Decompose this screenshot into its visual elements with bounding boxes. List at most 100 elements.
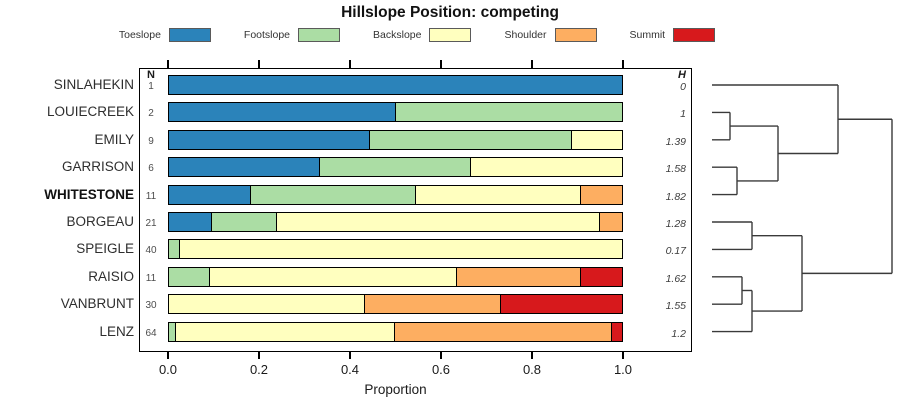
bar-segment-shoulder bbox=[395, 322, 613, 341]
row-h-value: 0.17 bbox=[665, 245, 686, 258]
stacked-bar bbox=[168, 212, 623, 232]
bar-segment-backslope bbox=[571, 130, 622, 149]
row-h-value: 0 bbox=[680, 81, 686, 93]
row-label: WHITESTONE bbox=[44, 186, 134, 202]
row-label: EMILY bbox=[94, 131, 134, 147]
stacked-bar bbox=[168, 266, 623, 287]
row-h-value: 1.28 bbox=[665, 218, 686, 230]
x-tick-label: 1.0 bbox=[613, 362, 633, 377]
row-n-value: 6 bbox=[148, 163, 154, 175]
x-tick-label: 0.4 bbox=[340, 362, 360, 377]
stacked-bar bbox=[168, 294, 623, 315]
bar-segment-backslope bbox=[180, 240, 622, 259]
bar-segment-shoulder bbox=[365, 295, 502, 314]
stacked-bar bbox=[168, 239, 623, 260]
bar-segment-toeslope bbox=[169, 185, 252, 204]
x-axis-title: Proportion bbox=[364, 382, 427, 397]
legend-label: Toeslope bbox=[118, 29, 161, 41]
legend-swatch-toeslope bbox=[168, 28, 211, 42]
bar-segment-footslope bbox=[169, 322, 177, 341]
bar-segment-footslope bbox=[212, 213, 277, 231]
row-n-value: 11 bbox=[145, 272, 157, 284]
row-n-value: 21 bbox=[145, 218, 157, 229]
row-n-value: 1 bbox=[148, 81, 154, 92]
row-h-value: 1.82 bbox=[665, 190, 686, 203]
stacked-bar bbox=[168, 102, 623, 123]
row-n-value: 30 bbox=[145, 300, 157, 312]
row-label: SINLAHEKIN bbox=[53, 77, 134, 92]
stacked-bar bbox=[168, 184, 623, 205]
top-tick bbox=[349, 60, 351, 68]
row-label: LOUIECREEK bbox=[46, 104, 134, 120]
stacked-bar bbox=[168, 75, 623, 95]
bar-segment-shoulder bbox=[580, 185, 622, 204]
cluster-dendrogram bbox=[712, 84, 893, 333]
legend-swatch-summit bbox=[673, 28, 716, 42]
n-column-header: N bbox=[147, 69, 155, 81]
row-h-value: 1.62 bbox=[665, 272, 686, 285]
row-n-value: 2 bbox=[148, 108, 154, 120]
legend-item-backslope: Backslope bbox=[373, 28, 472, 42]
bottom-tick bbox=[440, 352, 442, 359]
bar-segment-backslope bbox=[176, 322, 396, 341]
bar-segment-footslope bbox=[319, 158, 472, 177]
legend-label: Backslope bbox=[373, 29, 422, 41]
row-n-value: 9 bbox=[148, 135, 154, 147]
row-label: LENZ bbox=[99, 323, 134, 339]
bar-segment-toeslope bbox=[169, 158, 320, 177]
top-tick bbox=[622, 60, 624, 68]
row-n-value: 64 bbox=[145, 327, 157, 339]
bar-segment-shoulder bbox=[600, 213, 622, 231]
legend-label: Shoulder bbox=[504, 29, 547, 41]
legend-label: Footslope bbox=[243, 29, 291, 41]
bar-segment-summit bbox=[580, 267, 622, 286]
row-h-value: 1 bbox=[680, 108, 686, 121]
legend: Toeslope Footslope Backslope Shoulder Summit bbox=[0, 26, 834, 44]
bar-segment-backslope bbox=[416, 185, 581, 204]
x-tick-label: 0.0 bbox=[158, 362, 178, 377]
row-h-value: 1.2 bbox=[671, 327, 686, 340]
legend-swatch-shoulder bbox=[554, 28, 597, 42]
h-column-header: H bbox=[678, 69, 686, 81]
row-n-value: 11 bbox=[145, 190, 157, 202]
row-label: RAISIO bbox=[88, 268, 134, 284]
row-label: GARRISON bbox=[61, 159, 134, 175]
x-tick-label: 0.8 bbox=[522, 362, 542, 377]
stacked-bar bbox=[168, 321, 623, 342]
bar-segment-toeslope bbox=[169, 103, 396, 122]
bar-segment-backslope bbox=[169, 295, 366, 314]
row-label: SPEIGLE bbox=[76, 241, 134, 257]
top-tick bbox=[258, 60, 260, 68]
x-tick-label: 0.2 bbox=[249, 362, 269, 377]
bar-segment-backslope bbox=[276, 213, 601, 231]
bottom-tick bbox=[622, 352, 624, 359]
row-h-value: 1.58 bbox=[665, 163, 686, 176]
legend-item-toeslope: Toeslope bbox=[119, 28, 211, 42]
x-tick-label: 0.6 bbox=[431, 362, 451, 377]
legend-label: Summit bbox=[629, 29, 666, 41]
bar-segment-footslope bbox=[251, 185, 417, 204]
bar-segment-summit bbox=[612, 322, 622, 341]
bar-segment-summit bbox=[501, 295, 622, 314]
bottom-tick bbox=[258, 352, 260, 359]
stacked-bar bbox=[168, 157, 623, 178]
row-label: BORGEAU bbox=[66, 214, 134, 229]
bottom-tick bbox=[167, 352, 169, 359]
row-h-value: 1.55 bbox=[665, 300, 686, 313]
legend-item-footslope: Footslope bbox=[243, 28, 341, 42]
top-tick bbox=[531, 60, 533, 68]
bar-segment-footslope bbox=[370, 130, 572, 149]
row-label: VANBRUNT bbox=[60, 296, 134, 312]
row-h-value: 1.39 bbox=[665, 135, 686, 148]
bar-segment-backslope bbox=[210, 267, 458, 286]
legend-swatch-footslope bbox=[298, 28, 341, 42]
bar-segment-backslope bbox=[471, 158, 622, 177]
legend-item-shoulder: Shoulder bbox=[504, 28, 597, 42]
bar-segment-toeslope bbox=[169, 130, 371, 149]
bar-segment-footslope bbox=[395, 103, 622, 122]
chart-title: Hillslope Position: competing bbox=[341, 4, 559, 21]
legend-swatch-backslope bbox=[429, 28, 472, 42]
top-tick bbox=[440, 60, 442, 68]
legend-item-summit: Summit bbox=[630, 28, 716, 42]
